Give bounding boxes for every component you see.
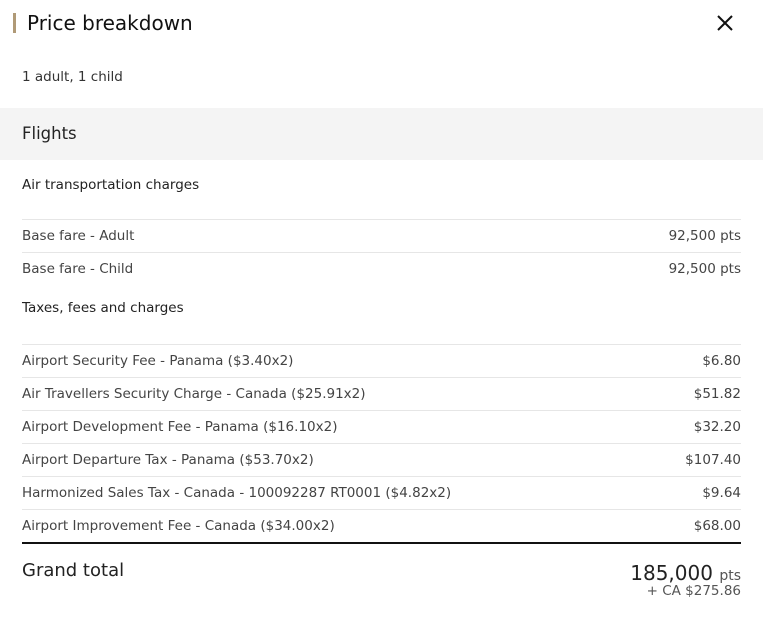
row-value: $32.20 [693, 419, 741, 435]
passenger-summary: 1 adult, 1 child [22, 69, 123, 85]
grand-total-label: Grand total [22, 560, 125, 581]
table-row: Base fare - Adult 92,500 pts [22, 219, 741, 252]
table-row: Airport Security Fee - Panama ($3.40x2) $… [22, 344, 741, 377]
row-label: Airport Security Fee - Panama ($3.40x2) [22, 353, 294, 369]
total-cash: + CA $275.86 [646, 583, 741, 599]
points-unit: pts [719, 568, 741, 584]
title-text: Price breakdown [27, 11, 193, 35]
row-label: Base fare - Child [22, 261, 134, 277]
table-row: Airport Departure Tax - Panama ($53.70x2… [22, 443, 741, 476]
row-value: $9.64 [702, 485, 741, 501]
title-accent-bar [13, 13, 16, 33]
row-label: Airport Departure Tax - Panama ($53.70x2… [22, 452, 314, 468]
dialog-title: Price breakdown [13, 10, 193, 36]
close-icon [717, 15, 733, 31]
table-row: Airport Development Fee - Panama ($16.10… [22, 410, 741, 443]
taxes-list: Airport Security Fee - Panama ($3.40x2) $… [22, 344, 741, 542]
section-header-flights: Flights [0, 108, 763, 160]
total-points: 185,000 [630, 561, 713, 585]
table-row: Base fare - Child 92,500 pts [22, 252, 741, 285]
row-value: $6.80 [702, 353, 741, 369]
row-label: Harmonized Sales Tax - Canada - 10009228… [22, 485, 452, 501]
row-value: $68.00 [693, 518, 741, 534]
close-button[interactable] [713, 11, 737, 35]
taxes-heading: Taxes, fees and charges [22, 300, 184, 316]
row-value: $107.40 [685, 452, 741, 468]
row-value: $51.82 [693, 386, 741, 402]
grand-total-amount: 185,000 pts + CA $275.86 [630, 561, 741, 599]
air-charges-heading: Air transportation charges [22, 177, 200, 193]
grand-total: Grand total 185,000 pts + CA $275.86 [22, 542, 741, 599]
row-label: Airport Development Fee - Panama ($16.10… [22, 419, 338, 435]
table-row: Air Travellers Security Charge - Canada … [22, 377, 741, 410]
row-label: Air Travellers Security Charge - Canada … [22, 386, 366, 402]
row-label: Base fare - Adult [22, 228, 135, 244]
row-label: Airport Improvement Fee - Canada ($34.00… [22, 518, 335, 534]
row-value: 92,500 pts [668, 261, 741, 277]
table-row: Harmonized Sales Tax - Canada - 10009228… [22, 476, 741, 509]
row-value: 92,500 pts [668, 228, 741, 244]
table-row: Airport Improvement Fee - Canada ($34.00… [22, 509, 741, 542]
air-charges-list: Base fare - Adult 92,500 pts Base fare - … [22, 219, 741, 285]
